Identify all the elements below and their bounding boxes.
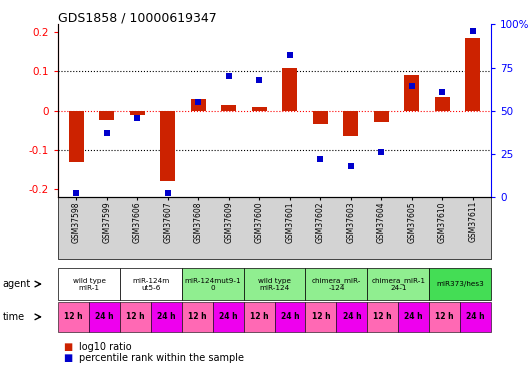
Bar: [343, 111, 359, 136]
Text: chimera_miR-
-124: chimera_miR- -124: [312, 277, 361, 291]
Bar: [313, 111, 328, 125]
Text: 12 h: 12 h: [312, 312, 330, 321]
Text: 24 h: 24 h: [219, 312, 238, 321]
Text: 24 h: 24 h: [281, 312, 299, 321]
Text: 12 h: 12 h: [188, 312, 206, 321]
Text: ■: ■: [63, 342, 73, 352]
Text: log10 ratio: log10 ratio: [79, 342, 132, 352]
Text: 24 h: 24 h: [157, 312, 176, 321]
Text: wild type
miR-124: wild type miR-124: [258, 278, 291, 291]
Bar: [160, 111, 175, 181]
Text: miR-124m
ut5-6: miR-124m ut5-6: [132, 278, 169, 291]
Text: miR-124mut9-1
0: miR-124mut9-1 0: [184, 278, 241, 291]
Bar: [99, 111, 115, 120]
Bar: [435, 97, 450, 111]
Bar: [404, 75, 419, 111]
Text: chimera_miR-1
24-1: chimera_miR-1 24-1: [371, 277, 425, 291]
Bar: [252, 107, 267, 111]
Bar: [465, 38, 480, 111]
Text: miR373/hes3: miR373/hes3: [436, 281, 484, 287]
Bar: [221, 105, 237, 111]
Text: agent: agent: [3, 279, 31, 289]
Text: 12 h: 12 h: [436, 312, 454, 321]
Bar: [191, 99, 206, 111]
Text: percentile rank within the sample: percentile rank within the sample: [79, 353, 244, 363]
Text: 24 h: 24 h: [404, 312, 423, 321]
Bar: [69, 111, 84, 162]
Bar: [282, 68, 297, 111]
Text: 12 h: 12 h: [64, 312, 83, 321]
Bar: [130, 111, 145, 114]
Text: 12 h: 12 h: [250, 312, 268, 321]
Text: wild type
miR-1: wild type miR-1: [72, 278, 106, 291]
Text: 24 h: 24 h: [95, 312, 114, 321]
Text: GDS1858 / 10000619347: GDS1858 / 10000619347: [58, 11, 217, 24]
Text: 24 h: 24 h: [343, 312, 361, 321]
Text: 12 h: 12 h: [126, 312, 145, 321]
Bar: [374, 111, 389, 122]
Text: ■: ■: [63, 353, 73, 363]
Text: time: time: [3, 312, 25, 322]
Text: 12 h: 12 h: [373, 312, 392, 321]
Text: 24 h: 24 h: [466, 312, 485, 321]
